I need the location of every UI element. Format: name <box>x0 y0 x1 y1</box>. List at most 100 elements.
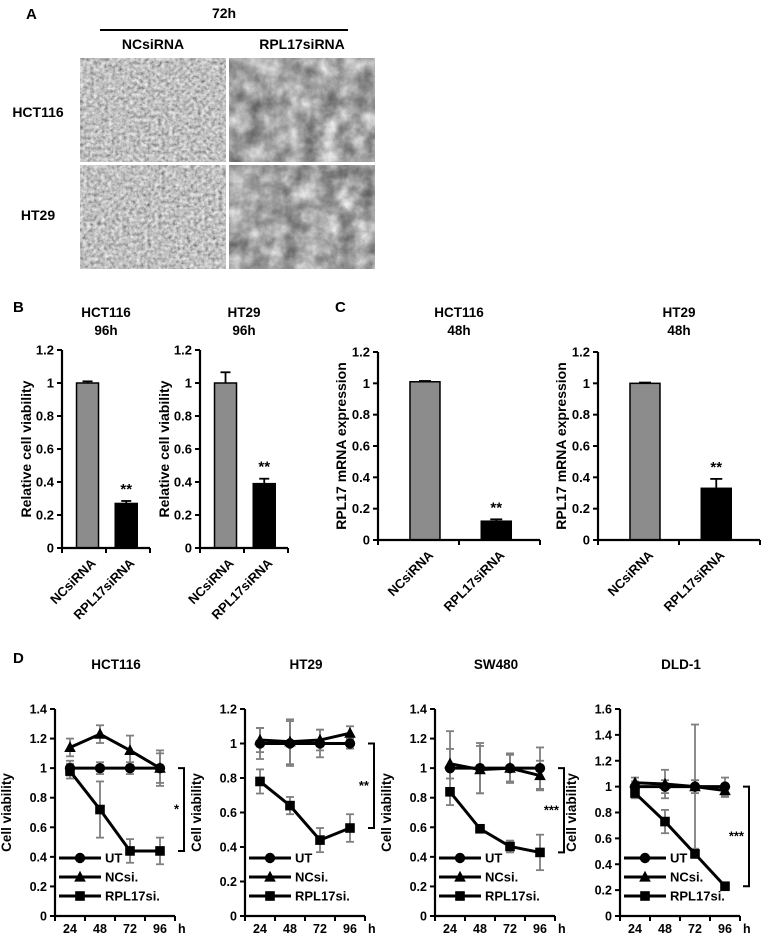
svg-text:0.8: 0.8 <box>36 409 54 424</box>
chart-title: SW480 <box>473 657 519 672</box>
svg-text:72: 72 <box>688 922 702 936</box>
chart-title: HT29 48h <box>594 304 764 342</box>
chart-subtitle-line: 48h <box>447 323 471 339</box>
svg-text:0.6: 0.6 <box>595 832 612 846</box>
chart-mrna-hct116: HCT116 48h 0 0.2 0.4 0.6 0.8 1 1.2 NCsiRNA ** RPL… <box>334 304 546 634</box>
timepoint-underline <box>100 29 348 31</box>
svg-text:0.6: 0.6 <box>36 442 54 457</box>
svg-text:Cell viability: Cell viability <box>380 773 394 852</box>
svg-text:0: 0 <box>363 533 370 548</box>
micrograph-grid <box>80 58 375 269</box>
svg-text:NCsiRNA: NCsiRNA <box>385 547 437 599</box>
svg-text:24: 24 <box>628 922 642 936</box>
svg-text:UT: UT <box>485 851 502 866</box>
svg-text:UT: UT <box>670 851 687 866</box>
svg-text:0.8: 0.8 <box>220 772 237 786</box>
svg-text:Cell viability: Cell viability <box>0 773 14 852</box>
svg-text:RPL17siRNA: RPL17siRNA <box>661 547 728 614</box>
svg-text:h: h <box>178 922 186 936</box>
svg-text:48: 48 <box>283 922 297 936</box>
panel-c: C HCT116 48h 0 0.2 0.4 0.6 0.8 1 1.2 NCsiRNA ** R… <box>330 296 767 644</box>
svg-text:Cell viability: Cell viability <box>565 773 579 852</box>
chart-viability-ht29: HT29 96h 0 0.2 0.4 0.6 0.8 1 1.2 NCsiRNA ** RPL17… <box>158 304 298 632</box>
svg-text:72: 72 <box>123 922 137 936</box>
chart-title-line: HCT116 <box>434 305 484 320</box>
svg-text:NCsi.: NCsi. <box>485 870 518 885</box>
svg-text:RPL17siRNA: RPL17siRNA <box>441 547 508 614</box>
svg-text:0.6: 0.6 <box>30 821 47 835</box>
svg-text:96: 96 <box>718 922 732 936</box>
svg-text:RPL17si.: RPL17si. <box>670 889 725 904</box>
micrograph-hct116-ncsirna <box>80 58 226 162</box>
svg-text:0.6: 0.6 <box>174 442 192 457</box>
svg-text:0.8: 0.8 <box>352 407 370 422</box>
svg-text:1.4: 1.4 <box>30 703 47 717</box>
svg-text:0.4: 0.4 <box>410 850 427 864</box>
svg-text:96: 96 <box>153 922 167 936</box>
svg-text:72: 72 <box>313 922 327 936</box>
svg-text:RPL17 mRNA expression: RPL17 mRNA expression <box>554 362 569 530</box>
chart-timecourse-sw480: SW480 0 0.2 0.4 0.6 0.8 1 1.2 1.4 24 48 72 96 h Cell … <box>380 656 566 942</box>
svg-text:h: h <box>368 922 376 936</box>
chart-viability-hct116: HCT116 96h 0 0.2 0.4 0.6 0.8 1 1.2 NCsiRNA ** RPL… <box>20 304 160 632</box>
svg-text:0: 0 <box>420 910 427 924</box>
svg-text:RPL17si.: RPL17si. <box>295 889 350 904</box>
chart-title-line: HT29 <box>227 305 261 320</box>
svg-text:0.4: 0.4 <box>595 858 612 872</box>
svg-text:0.4: 0.4 <box>36 475 55 490</box>
svg-text:0.2: 0.2 <box>30 880 47 894</box>
svg-text:0: 0 <box>185 541 192 556</box>
svg-text:0.6: 0.6 <box>352 439 370 454</box>
svg-text:0.6: 0.6 <box>220 806 237 820</box>
line-chart-dld1: 0 0.2 0.4 0.6 0.8 1 1.2 1.4 1.6 24 48 72 96 h Cell via… <box>565 703 751 937</box>
svg-text:0.2: 0.2 <box>36 508 54 523</box>
svg-text:1: 1 <box>605 780 612 794</box>
svg-text:1.2: 1.2 <box>595 754 612 768</box>
svg-text:0.4: 0.4 <box>352 470 371 485</box>
svg-text:0: 0 <box>230 910 237 924</box>
chart-subtitle-line: 96h <box>94 323 118 339</box>
svg-text:24: 24 <box>443 922 457 936</box>
timepoint-label: 72h <box>211 5 237 21</box>
svg-text:0.2: 0.2 <box>410 880 427 894</box>
panel-a-label: A <box>26 6 37 23</box>
svg-text:0.8: 0.8 <box>174 409 192 424</box>
chart-title-line: HCT116 <box>81 305 131 320</box>
chart-title: DLD-1 <box>661 657 701 672</box>
svg-text:***: *** <box>729 828 745 843</box>
micrograph-ht29-rpl17sirna <box>229 165 375 269</box>
svg-text:0: 0 <box>583 533 590 548</box>
svg-text:1.6: 1.6 <box>595 703 612 717</box>
svg-text:0.2: 0.2 <box>595 884 612 898</box>
svg-text:*: * <box>174 802 180 817</box>
svg-text:0.8: 0.8 <box>572 407 590 422</box>
chart-title: HCT116 48h <box>374 304 544 342</box>
svg-text:***: *** <box>544 802 560 817</box>
bar-chart-viability-ht29: 00.20.40.60.811.2NCsiRNA**RPL17siRNARela… <box>158 343 289 622</box>
svg-text:0.4: 0.4 <box>174 475 193 490</box>
bar-chart-mrna-ht29: 0 0.2 0.4 0.6 0.8 1 1.2 NCsiRNA ** RPL17siRNA RPL1… <box>554 345 761 614</box>
svg-text:1: 1 <box>583 376 590 391</box>
svg-text:0: 0 <box>605 910 612 924</box>
line-chart-ht29: 0 0.2 0.4 0.6 0.8 1 1.2 24 48 72 96 h Cell viability… <box>190 703 376 937</box>
chart-title: HT29 96h <box>194 304 294 342</box>
svg-text:h: h <box>743 922 751 936</box>
panel-b: B HCT116 96h 0 0.2 0.4 0.6 0.8 1 1.2 NCsiRNA ** R… <box>0 296 330 644</box>
chart-subtitle-line: 48h <box>667 323 691 339</box>
svg-text:1.4: 1.4 <box>410 703 427 717</box>
svg-text:0: 0 <box>40 910 47 924</box>
row-label-ht29: HT29 <box>20 207 56 223</box>
svg-text:0.4: 0.4 <box>572 470 591 485</box>
chart-subtitle-line: 96h <box>232 323 256 339</box>
bar-chart-viability-hct116: 00.20.40.60.811.2NCsiRNA**RPL17siRNARela… <box>20 343 151 622</box>
svg-text:1.4: 1.4 <box>595 728 612 742</box>
svg-text:1.2: 1.2 <box>410 732 427 746</box>
chart-title-line: HT29 <box>662 305 696 320</box>
panel-c-label: C <box>335 299 346 316</box>
svg-text:1.2: 1.2 <box>352 345 370 360</box>
svg-text:0.4: 0.4 <box>30 850 47 864</box>
panel-a: A 72h NCsiRNA RPL17siRNA HCT116 HT29 <box>0 0 420 292</box>
svg-text:96: 96 <box>533 922 547 936</box>
svg-text:1: 1 <box>40 762 47 776</box>
svg-text:0.2: 0.2 <box>174 508 192 523</box>
